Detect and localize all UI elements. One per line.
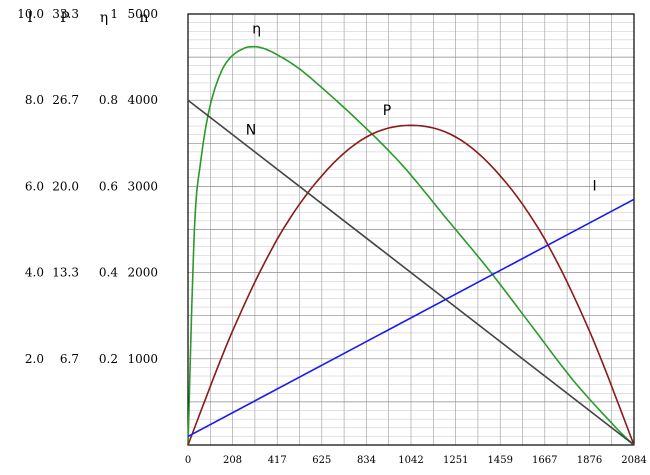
y-tick-label: 0.6 xyxy=(99,179,118,193)
y-tick-label: 0.4 xyxy=(99,266,118,280)
y-tick-label: 13.3 xyxy=(52,266,79,280)
y-tick-label: 1 xyxy=(110,7,118,21)
y-tick-label: 2.0 xyxy=(25,352,44,366)
x-tick-label: 417 xyxy=(268,455,287,466)
x-tick-label: 1876 xyxy=(577,455,602,466)
axis-header: P xyxy=(60,10,69,26)
curve-label: I xyxy=(592,179,596,195)
y-tick-label: 0.8 xyxy=(99,93,118,107)
y-tick-label: 1000 xyxy=(127,352,158,366)
y-tick-label: 4.0 xyxy=(25,266,44,280)
x-tick-label: 1251 xyxy=(443,455,468,466)
y-tick-label: 10.0 xyxy=(17,7,44,21)
y-tick-label: 3000 xyxy=(127,179,158,193)
curve-label: η xyxy=(252,21,261,37)
curve-labels: η N P I xyxy=(246,21,597,194)
x-tick-label: 834 xyxy=(357,455,376,466)
axis-header: η xyxy=(100,10,108,26)
y-tick-label: 33.3 xyxy=(52,7,79,21)
data-series xyxy=(187,45,635,446)
x-tick-label: 625 xyxy=(312,455,331,466)
y-tick-label: 20.0 xyxy=(52,179,79,193)
x-tick-label: 2084 xyxy=(621,455,646,466)
curve-label: N xyxy=(246,123,256,139)
x-tick-label: 1667 xyxy=(532,455,557,466)
y-tick-label: 8.0 xyxy=(25,93,44,107)
axis-header: I xyxy=(27,10,33,26)
y-tick-label: 26.7 xyxy=(52,93,79,107)
axis-header: n xyxy=(139,10,148,26)
y-tick-label: 2000 xyxy=(127,266,158,280)
y-tick-label: 6.0 xyxy=(25,179,44,193)
x-tick-label: 1042 xyxy=(398,455,423,466)
series-line xyxy=(187,99,635,446)
y-tick-label: 6.7 xyxy=(60,352,79,366)
series-line xyxy=(187,45,635,446)
x-axis-tick-labels: 0 208 417 625 834 1042 1251 1459 1667 1876 2084 xyxy=(185,455,647,466)
y-tick-label: 5000 xyxy=(127,7,158,21)
plot-area-frame xyxy=(187,13,635,446)
y-tick-label: 4000 xyxy=(127,93,158,107)
series-line xyxy=(187,124,635,446)
y-tick-label: 0.2 xyxy=(99,352,118,366)
y-axis-tick-labels: 10.0 8.0 6.0 4.0 2.0 33.3 26.7 20.0 13.3 6.7 1 0.8 0… xyxy=(17,7,158,366)
curve-label: P xyxy=(383,103,391,119)
x-tick-label: 0 xyxy=(185,455,191,466)
x-tick-label: 1459 xyxy=(488,455,513,466)
x-tick-label: 208 xyxy=(223,455,242,466)
series-line xyxy=(187,198,635,438)
